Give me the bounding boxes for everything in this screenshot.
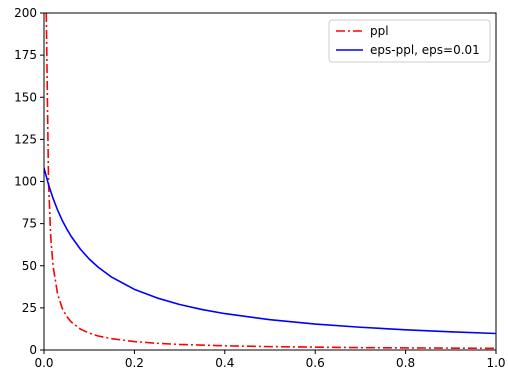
y-tick-label: 175 [14,48,37,62]
legend-label-2: eps-ppl, eps=0.01 [370,43,480,57]
series-line-2 [44,167,496,335]
y-tick-label: 0 [29,343,37,357]
y-tick-label: 125 [14,132,37,146]
y-tick-label: 50 [22,259,37,273]
x-tick-label: 0.8 [396,356,415,370]
y-tick-label: 25 [22,301,37,315]
y-tick-label: 75 [22,217,37,231]
series-layer [44,13,496,350]
legend: ppl eps-ppl, eps=0.01 [328,19,491,63]
y-tick-label: 100 [14,175,37,189]
legend-box [328,19,491,63]
x-tick-label: 0.4 [215,356,234,370]
ticks-layer: 0.0 0.2 0.4 0.6 0.8 1.0 0 25 50 75 100 125 150 175 200 [14,6,505,370]
x-tick-label: 0.6 [306,356,325,370]
x-tick-label: 0.0 [34,356,53,370]
legend-label-1: ppl [370,24,389,38]
y-tick-label: 200 [14,6,37,20]
x-tick-label: 0.2 [125,356,144,370]
series-line-1 [45,13,496,350]
y-tick-label: 150 [14,90,37,104]
x-tick-label: 1.0 [486,356,505,370]
